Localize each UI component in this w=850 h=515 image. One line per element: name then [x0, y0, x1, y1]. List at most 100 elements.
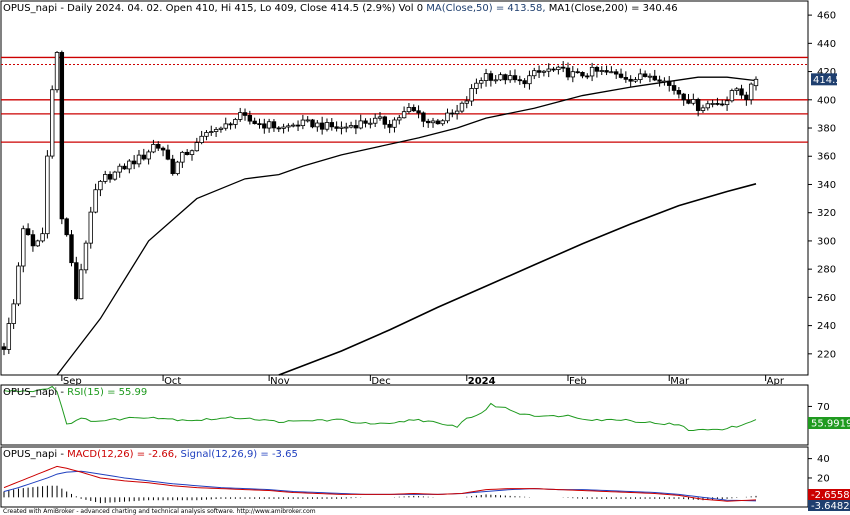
candle-body: [585, 75, 590, 78]
candle-body: [623, 77, 629, 80]
candle-body: [426, 120, 431, 124]
signal-badge-box: [808, 500, 850, 511]
price-tick-label: 440: [817, 39, 836, 50]
candle: [450, 109, 455, 118]
candle-body: [604, 70, 609, 73]
candle-body: [252, 120, 257, 125]
candle: [628, 75, 633, 88]
candle: [310, 118, 315, 129]
candle-body: [517, 79, 522, 82]
price-chart-header: OPUS_napi - Daily 2024. 04. 02. Open 410…: [3, 3, 678, 14]
candle-body: [363, 120, 368, 124]
candle-body: [160, 147, 166, 151]
candle-body: [421, 112, 426, 122]
price-y-axis: 220 240 260 280 300 320 340 360 380 400 420 440 460: [808, 11, 836, 360]
candle: [170, 154, 175, 176]
rsi-polyline: [3, 385, 757, 432]
candle: [194, 137, 200, 152]
candle: [199, 130, 204, 145]
candle-body: [228, 123, 233, 126]
candle: [527, 70, 532, 90]
candle-body: [392, 119, 397, 128]
candle-body: [454, 110, 460, 115]
date-tick-label: Feb: [569, 376, 587, 387]
candle: [78, 263, 84, 300]
candle: [281, 123, 286, 134]
candle-body: [339, 126, 344, 129]
candle: [233, 117, 238, 129]
candle: [503, 73, 508, 85]
macd-tick-label: 40: [817, 454, 830, 465]
candle-body: [324, 122, 330, 130]
candle-body: [435, 120, 441, 125]
rsi-badge-box: [808, 417, 850, 429]
candle: [112, 170, 118, 181]
candle-body: [594, 66, 600, 72]
rsi-tick-label: 70: [817, 402, 830, 413]
candle: [276, 126, 281, 133]
candle-body: [238, 112, 243, 120]
candle: [218, 126, 224, 133]
candle-body: [503, 74, 508, 81]
candle: [11, 299, 16, 330]
candle: [657, 75, 662, 87]
candle-body: [78, 269, 84, 300]
candle-body: [734, 88, 739, 91]
candle-body: [127, 160, 132, 170]
candle: [136, 150, 142, 168]
candle-body: [474, 82, 479, 89]
candle: [614, 69, 619, 79]
candle: [522, 78, 527, 88]
candle: [633, 77, 638, 83]
candle: [638, 68, 643, 84]
candle: [556, 65, 561, 75]
candle-body: [165, 149, 171, 160]
candle: [676, 87, 682, 99]
candle-body: [541, 70, 547, 73]
candle-body: [319, 122, 325, 130]
candle: [570, 66, 576, 83]
candle: [479, 77, 484, 89]
candle: [315, 120, 320, 132]
candle: [247, 110, 253, 125]
candle-body: [276, 127, 281, 130]
candle-body: [715, 103, 720, 105]
candle-body: [35, 240, 40, 247]
price-tick-label: 360: [817, 152, 836, 163]
candle-body: [652, 75, 657, 81]
candle-body: [450, 112, 455, 115]
candle-body: [498, 74, 503, 81]
rsi-header: OPUS_napi - RSI(15) = 55.99: [3, 387, 147, 398]
candle-body: [720, 103, 725, 106]
candle-body: [40, 233, 45, 242]
date-tick-label: Sep: [63, 376, 82, 387]
candle: [59, 50, 65, 225]
candle-body: [204, 132, 209, 137]
candle-body: [175, 161, 180, 175]
candle: [483, 68, 489, 87]
candle-body: [667, 80, 672, 86]
candle-body: [156, 144, 161, 149]
date-tick-label: 2024: [468, 376, 496, 387]
candle: [213, 127, 219, 137]
candle: [594, 65, 600, 78]
candle-body: [45, 155, 50, 235]
candle: [700, 104, 706, 113]
price-header-text: OPUS_napi - Daily 2024. 04. 02. Open 410…: [3, 3, 426, 14]
candle: [339, 121, 344, 135]
candle: [498, 72, 503, 82]
candle: [353, 119, 359, 135]
candle-body: [305, 119, 310, 122]
candle-body: [493, 79, 498, 82]
candle: [127, 159, 132, 174]
candle-body: [739, 88, 744, 96]
candle: [507, 70, 513, 83]
candle: [30, 230, 36, 252]
candle: [319, 116, 325, 135]
candle: [488, 70, 494, 87]
candle-body: [479, 80, 484, 84]
rsi-plot-frame: [0, 384, 809, 446]
candle-body: [88, 211, 93, 244]
price-tick-label: 400: [817, 95, 836, 106]
